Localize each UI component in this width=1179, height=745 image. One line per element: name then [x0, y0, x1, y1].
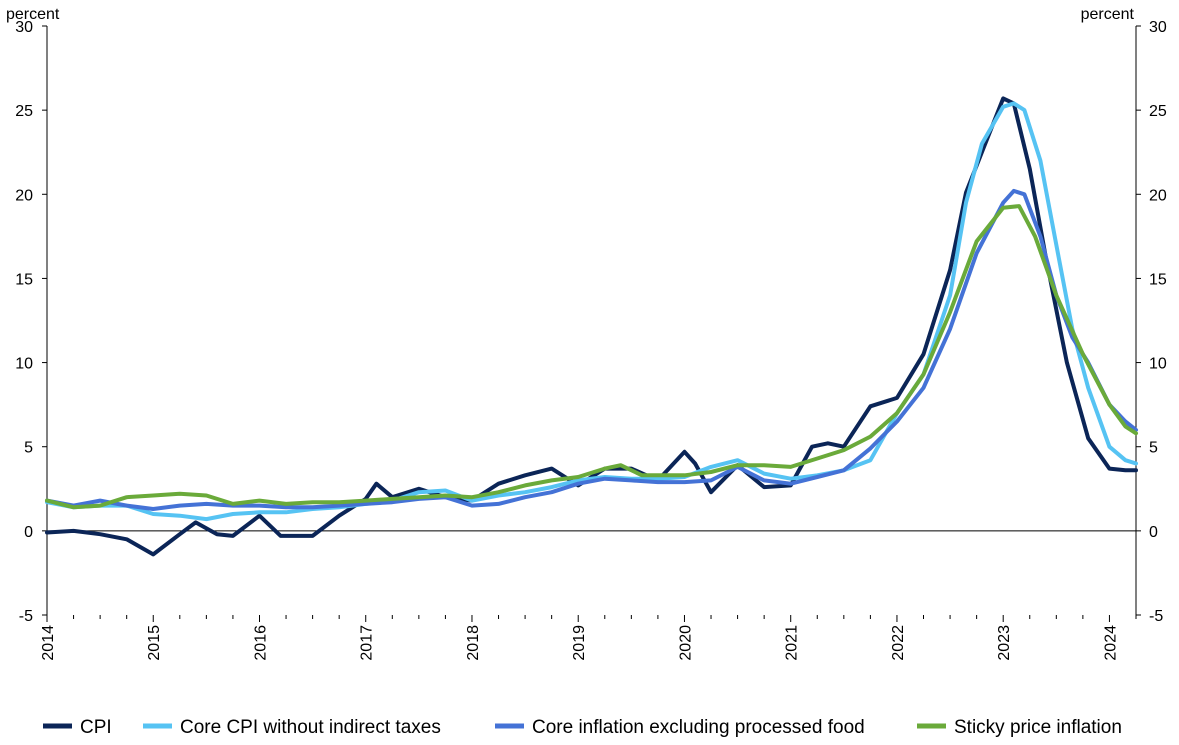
y-tick-label-right: 25	[1149, 103, 1167, 120]
y-tick-label-right: 5	[1149, 440, 1158, 457]
y-tick-label-left: 15	[15, 271, 33, 288]
y-tick-label-left: 5	[24, 440, 33, 457]
x-tick-label: 2015	[146, 625, 163, 661]
y-tick-label-left: -5	[19, 608, 33, 625]
legend-label-core-inflation-excluding-processed-food: Core inflation excluding processed food	[532, 717, 865, 738]
y-tick-label-right: 20	[1149, 187, 1167, 204]
y-axis-unit-right: percent	[1081, 6, 1135, 23]
y-axis-unit-left: percent	[6, 6, 60, 23]
legend-label-core-cpi-without-indirect-taxes: Core CPI without indirect taxes	[180, 717, 441, 738]
y-tick-label-right: 15	[1149, 271, 1167, 288]
x-tick-label: 2016	[252, 625, 269, 661]
x-tick-label: 2024	[1102, 625, 1119, 661]
y-tick-label-left: 30	[15, 19, 33, 36]
x-tick-label: 2023	[996, 625, 1013, 661]
y-tick-label-left: 10	[15, 356, 33, 373]
y-tick-label-left: 25	[15, 103, 33, 120]
x-tick-label: 2018	[465, 625, 482, 661]
series-line-core-inflation-excluding-processed-food	[45, 188, 1138, 511]
x-tick-label: 2022	[890, 625, 907, 661]
series-layer	[45, 96, 1138, 557]
legend: CPI Core CPI without indirect taxes Core i…	[43, 717, 1122, 738]
y-tick-label-left: 0	[24, 524, 33, 541]
y-tick-label-right: -5	[1149, 608, 1163, 625]
legend-label-cpi: CPI	[80, 717, 112, 738]
x-tick-label: 2020	[677, 625, 694, 661]
y-tick-label-right: 10	[1149, 356, 1167, 373]
series-line-cpi	[45, 96, 1138, 557]
x-tick-label: 2017	[359, 625, 376, 661]
x-tick-label: 2014	[40, 625, 57, 661]
y-tick-label-right: 0	[1149, 524, 1158, 541]
series-line-sticky-price-inflation	[45, 204, 1138, 510]
y-tick-label-right: 30	[1149, 19, 1167, 36]
x-tick-label: 2019	[571, 625, 588, 661]
series-line-core-cpi-without-indirect-taxes	[45, 101, 1138, 522]
x-tick-label: 2021	[784, 625, 801, 661]
legend-label-sticky-price-inflation: Sticky price inflation	[954, 717, 1122, 738]
y-tick-label-left: 20	[15, 187, 33, 204]
